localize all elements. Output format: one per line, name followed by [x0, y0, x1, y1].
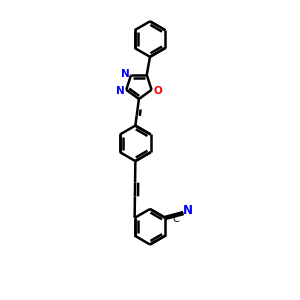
Text: O: O: [153, 86, 162, 96]
Text: N: N: [183, 204, 193, 217]
Text: N: N: [116, 86, 124, 96]
Text: N: N: [121, 69, 129, 79]
Text: C: C: [172, 214, 179, 224]
